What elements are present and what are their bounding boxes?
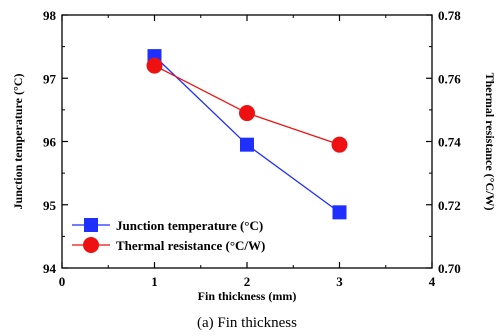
- left-y-tick-label: 97: [43, 71, 57, 86]
- x-axis-ticks: 0 1 2 3 4: [59, 15, 436, 289]
- x-tick-label: 1: [151, 274, 158, 289]
- left-y-tick-label: 95: [43, 198, 57, 213]
- legend-label-junction-temperature: Junction temperature (°C): [116, 218, 263, 233]
- data-point-circle: [146, 57, 163, 74]
- left-y-tick-label: 94: [43, 261, 57, 276]
- legend: Junction temperature (°C) Thermal resist…: [72, 218, 265, 253]
- x-tick-label: 0: [59, 274, 66, 289]
- left-y-tick-label: 96: [43, 135, 57, 150]
- x-tick-label: 2: [244, 274, 251, 289]
- right-y-tick-label: 0.72: [438, 198, 461, 213]
- legend-marker-circle: [83, 237, 99, 253]
- series-layer: [146, 49, 348, 220]
- data-point-square: [240, 137, 254, 152]
- right-y-tick-label: 0.70: [438, 261, 461, 276]
- legend-label-thermal-resistance: Thermal resistance (°C/W): [116, 238, 265, 253]
- figure-caption: (a) Fin thickness: [197, 315, 297, 331]
- left-y-tick-label: 98: [43, 8, 57, 23]
- right-y-tick-label: 0.76: [438, 71, 461, 86]
- legend-marker-square: [84, 218, 98, 232]
- x-axis-title: Fin thickness (mm): [198, 289, 297, 303]
- x-tick-label: 4: [429, 274, 436, 289]
- data-point-square: [332, 205, 347, 220]
- left-y-axis-title: Junction temperature (°C): [11, 74, 25, 210]
- x-tick-label: 3: [336, 274, 343, 289]
- right-y-axis-title: Thermal resistance (°C/W): [483, 73, 496, 211]
- right-y-tick-label: 0.78: [438, 8, 461, 23]
- right-y-tick-label: 0.74: [438, 135, 461, 150]
- right-y-axis-ticks: 0.70 0.72 0.74 0.76 0.78: [426, 8, 461, 276]
- left-y-axis-ticks: 94 95 96 97 98: [43, 8, 68, 276]
- data-point-circle: [239, 105, 255, 122]
- data-point-circle: [331, 136, 348, 153]
